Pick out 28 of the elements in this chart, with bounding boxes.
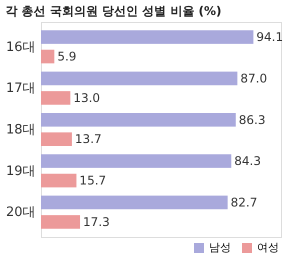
data-label: 87.0 bbox=[240, 71, 268, 86]
data-label: 15.7 bbox=[79, 174, 106, 188]
data-label: 86.3 bbox=[238, 112, 266, 127]
data-label: 13.7 bbox=[74, 132, 102, 146]
data-label: 17.3 bbox=[83, 214, 110, 229]
bar bbox=[41, 154, 232, 168]
bar bbox=[41, 91, 70, 105]
data-label: 5.9 bbox=[57, 50, 76, 64]
y-tick-label: 17대 bbox=[6, 81, 36, 96]
bar bbox=[41, 112, 236, 127]
bar bbox=[41, 215, 80, 229]
data-label: 13.0 bbox=[73, 90, 100, 105]
legend-label: 남성 bbox=[209, 241, 231, 254]
legend-label: 여성 bbox=[257, 241, 279, 254]
bar bbox=[41, 174, 76, 188]
bar bbox=[41, 132, 72, 146]
y-tick-label: 18대 bbox=[6, 122, 36, 138]
chart-title: 각 총선 국회의원 당선인 성별 비율 (%) bbox=[5, 4, 222, 18]
y-tick-label: 16대 bbox=[6, 40, 36, 55]
bar bbox=[41, 50, 54, 64]
y-tick-label: 20대 bbox=[6, 205, 36, 220]
y-tick-label: 19대 bbox=[6, 164, 36, 179]
bar bbox=[41, 72, 238, 86]
data-label: 82.7 bbox=[230, 195, 258, 210]
bar bbox=[41, 196, 228, 210]
bar bbox=[41, 30, 254, 44]
data-label: 94.1 bbox=[256, 30, 284, 44]
data-label: 84.3 bbox=[234, 154, 261, 168]
